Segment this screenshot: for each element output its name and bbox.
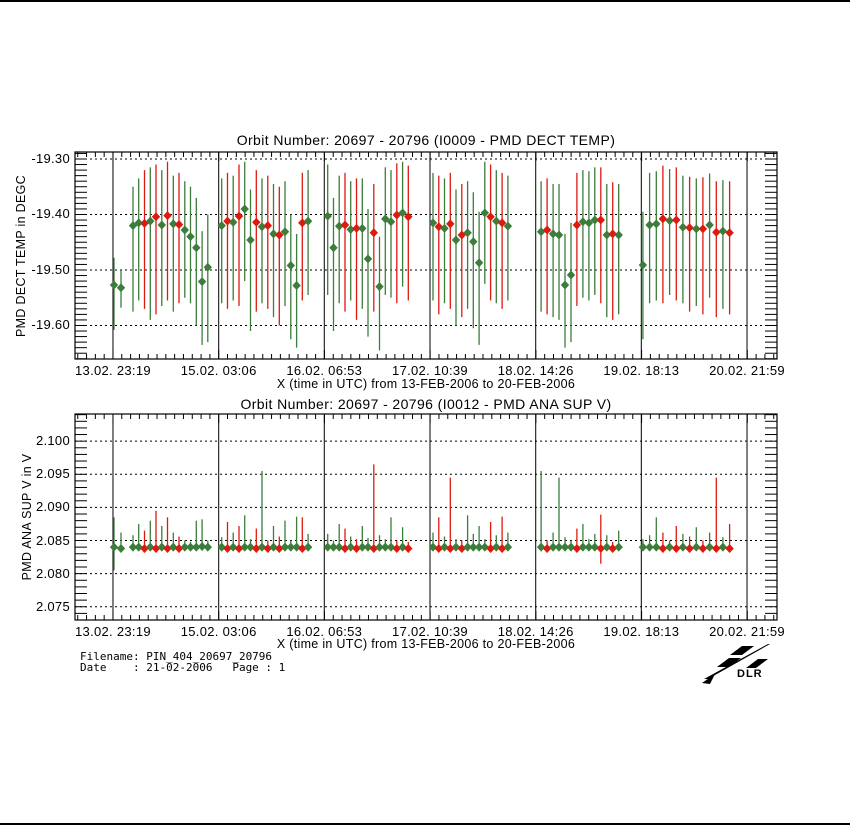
x-tick-label: 13.02. 23:19 bbox=[75, 624, 151, 639]
y-tick-label: 2.100 bbox=[35, 433, 70, 449]
top-border-line bbox=[0, 0, 850, 2]
chart2-x-axis-title: X (time in UTC) from 13-FEB-2006 to 20-F… bbox=[276, 637, 576, 651]
y-tick-label: -19.30 bbox=[31, 150, 70, 166]
dlr-logo-text: DLR bbox=[737, 668, 763, 680]
x-tick-label: 16.02. 06:53 bbox=[286, 363, 363, 378]
x-tick-label: 17.02. 10:39 bbox=[392, 624, 468, 639]
x-tick-label: 19.02. 18:13 bbox=[603, 363, 680, 378]
dlr-logo-icon bbox=[702, 644, 770, 684]
y-tick-label: 2.085 bbox=[35, 532, 70, 548]
y-tick-label: -19.40 bbox=[31, 206, 70, 222]
x-tick-label: 15.02. 03:06 bbox=[180, 363, 257, 378]
bottom-border-line bbox=[0, 823, 850, 825]
x-tick-label: 18.02. 14:26 bbox=[497, 363, 574, 378]
chart1-x-axis-title: X (time in UTC) from 13-FEB-2006 to 20-F… bbox=[276, 377, 576, 391]
y-tick-label: 2.075 bbox=[35, 598, 70, 614]
x-tick-label: 20.02. 21:59 bbox=[709, 624, 785, 639]
footer-date-page: Date : 21-02-2006 Page : 1 bbox=[80, 661, 286, 674]
chart2-title: Orbit Number: 20697 - 20796 (I0012 - PMD… bbox=[240, 396, 612, 412]
x-tick-label: 20.02. 21:59 bbox=[709, 363, 785, 378]
y-tick-label: 2.080 bbox=[35, 565, 70, 581]
x-tick-label: 18.02. 14:26 bbox=[497, 624, 574, 639]
y-tick-label: -19.50 bbox=[31, 261, 70, 277]
y-tick-label: 2.095 bbox=[35, 466, 70, 482]
x-tick-label: 13.02. 23:19 bbox=[75, 363, 151, 378]
x-tick-label: 19.02. 18:13 bbox=[603, 624, 680, 639]
x-tick-label: 17.02. 10:39 bbox=[392, 363, 468, 378]
chart1-title: Orbit Number: 20697 - 20796 (I0009 - PMD… bbox=[236, 132, 616, 148]
x-tick-label: 16.02. 06:53 bbox=[286, 624, 363, 639]
y-tick-label: -19.60 bbox=[31, 317, 70, 333]
x-tick-label: 15.02. 03:06 bbox=[180, 624, 257, 639]
y-tick-label: 2.090 bbox=[35, 499, 70, 515]
footer-filename: Filename: PIN_404_20697_20796 bbox=[80, 650, 273, 663]
chart1-y-axis-title: PMD DECT TEMP in DEGC bbox=[14, 175, 28, 337]
